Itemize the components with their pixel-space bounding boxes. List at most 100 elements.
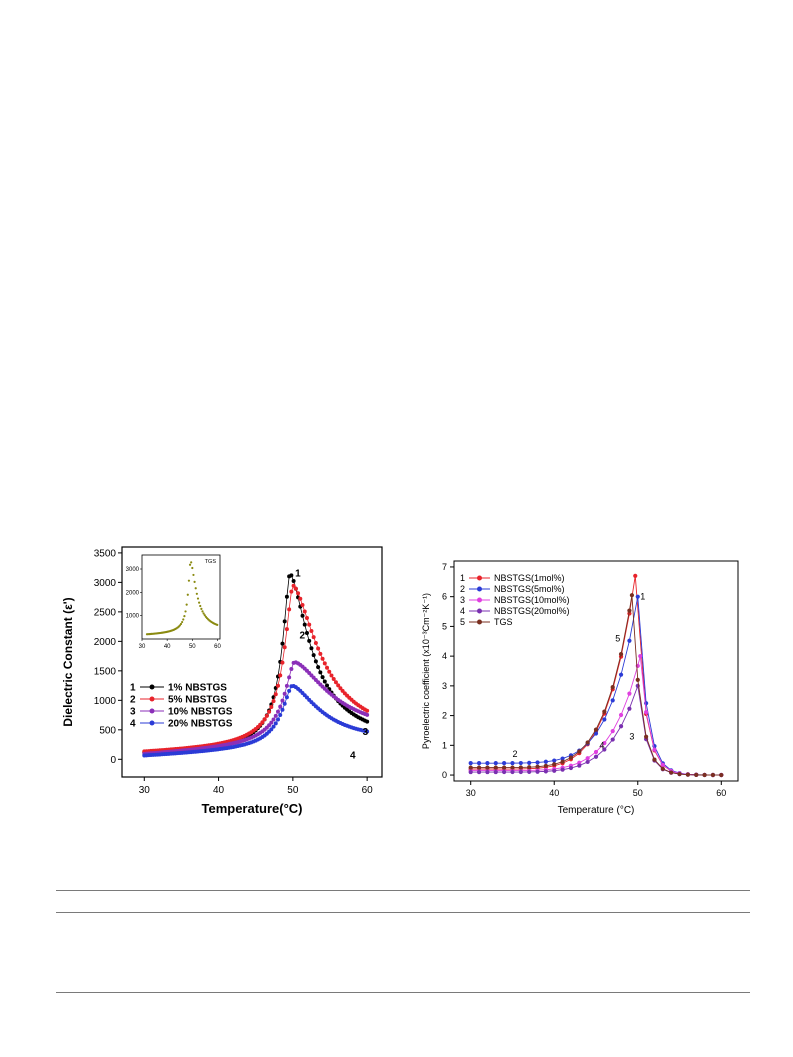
- inset-data-point: [178, 624, 181, 627]
- data-point: [543, 763, 548, 768]
- data-point: [320, 675, 325, 680]
- data-point: [338, 686, 343, 691]
- inset-y-tick-label: 1000: [126, 614, 140, 620]
- legend: 1 1% NBSTGS 2 5% NBSTGS 3 10% NBSTGS 4 20% NBST…: [130, 683, 233, 730]
- data-point: [493, 765, 498, 770]
- legend-marker: [477, 608, 482, 614]
- data-point: [660, 766, 665, 771]
- data-point: [276, 683, 280, 688]
- data-point: [518, 765, 523, 770]
- data-point: [278, 673, 283, 678]
- data-point: [365, 719, 370, 724]
- data-point: [476, 765, 482, 770]
- y-tick-label: 0: [110, 755, 116, 766]
- y-tick-label: 2: [442, 711, 447, 721]
- data-point: [287, 675, 292, 680]
- data-point: [552, 762, 557, 767]
- legend-label: NBSTGS(20mol%): [494, 606, 570, 616]
- data-point: [627, 638, 632, 643]
- data-point: [300, 602, 305, 607]
- data-point: [282, 645, 287, 650]
- legend-label: 5% NBSTGS: [168, 695, 227, 706]
- table-bottom-rule: [56, 992, 750, 993]
- data-point: [502, 765, 507, 770]
- data-point: [627, 608, 632, 613]
- data-point: [313, 640, 318, 645]
- inset-data-point: [183, 615, 186, 618]
- data-point: [307, 638, 312, 643]
- data-point: [518, 769, 523, 775]
- dielectric-constant-chart: 30 40 50 60 0 500 1000 1500 2000 2500 3000 3500 Temp…: [61, 546, 383, 816]
- inset-data-point: [195, 592, 198, 595]
- x-tick-label: 60: [716, 788, 726, 798]
- y-tick-label: 3500: [94, 548, 117, 559]
- inset-x-tick-label: 60: [214, 644, 221, 650]
- inset-data-point: [190, 561, 193, 564]
- x-tick-label: 50: [287, 785, 299, 796]
- curve-label: 4: [350, 751, 356, 762]
- data-point: [309, 628, 314, 633]
- data-point: [552, 768, 557, 773]
- data-point: [280, 641, 285, 646]
- data-point: [282, 691, 287, 696]
- data-point: [527, 769, 532, 775]
- legend-number: 1: [460, 573, 465, 583]
- inset-data-point: [184, 610, 187, 613]
- legend-label: NBSTGS(1mol%): [494, 573, 565, 583]
- data-point: [271, 724, 276, 729]
- series-2: [142, 583, 370, 754]
- data-point: [267, 723, 272, 728]
- data-point: [518, 760, 523, 766]
- data-point: [282, 701, 287, 706]
- data-point: [652, 757, 657, 762]
- data-point: [289, 589, 294, 594]
- y-tick-label: 0: [442, 770, 447, 780]
- inset-title: TGS: [205, 559, 217, 565]
- data-point: [568, 755, 574, 760]
- data-point: [610, 729, 615, 734]
- data-point: [585, 759, 590, 765]
- data-point: [476, 769, 482, 775]
- y-tick-label: 6: [442, 592, 447, 602]
- legend-number: 5: [460, 617, 465, 627]
- data-point: [316, 646, 321, 651]
- data-point: [669, 770, 674, 775]
- data-point: [322, 679, 327, 684]
- inset-data-point: [200, 607, 203, 611]
- data-point: [276, 717, 280, 722]
- data-point: [635, 594, 640, 599]
- y-tick-label: 2000: [94, 637, 117, 648]
- x-tick-label: 40: [549, 788, 559, 798]
- table-top-rule: [56, 890, 750, 891]
- data-point: [278, 704, 283, 709]
- data-point: [313, 659, 318, 664]
- y-tick-label: 7: [442, 562, 447, 572]
- data-point: [267, 709, 272, 714]
- data-point: [287, 607, 292, 612]
- data-point: [291, 579, 296, 584]
- inset-frame: [141, 554, 221, 640]
- data-point: [593, 749, 599, 755]
- data-point: [560, 756, 565, 761]
- series-5: [468, 593, 724, 778]
- data-point: [577, 760, 582, 765]
- series-3: [142, 660, 370, 756]
- data-point: [527, 760, 532, 765]
- data-point: [602, 747, 607, 752]
- data-point: [318, 670, 323, 675]
- inset-data-point: [202, 612, 205, 615]
- data-point: [280, 660, 285, 665]
- inset-data-point: [199, 604, 202, 608]
- data-point: [311, 635, 316, 640]
- data-point: [593, 754, 599, 759]
- y-tick-label: 5: [442, 621, 447, 631]
- data-point: [260, 720, 265, 725]
- data-point: [710, 772, 716, 778]
- y-tick-label: 3: [442, 681, 447, 691]
- data-point: [327, 669, 332, 674]
- legend-marker: [477, 575, 482, 581]
- x-tick-label: 60: [362, 785, 374, 796]
- x-axis-label: Temperature(°C): [201, 801, 302, 816]
- x-tick-label: 40: [213, 785, 225, 796]
